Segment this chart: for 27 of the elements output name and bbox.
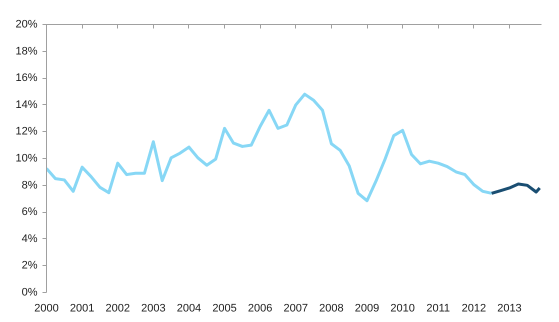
line-series: [46, 92, 494, 202]
x-tick-label: 2013: [497, 302, 522, 314]
x-tick-label: 2010: [390, 302, 415, 314]
y-tick-label: 0%: [22, 286, 38, 298]
y-tick-label: 4%: [22, 232, 38, 245]
x-tick-label: 2007: [284, 302, 308, 314]
x-tick-label: 2012: [462, 302, 486, 314]
x-tick-label: 2000: [34, 302, 59, 314]
x-tick-label: 2006: [248, 302, 272, 314]
y-tick-label: 20%: [15, 18, 38, 30]
y-tick-label: 12%: [15, 126, 38, 138]
y-tick-label: 6%: [22, 206, 38, 218]
x-tick-label: 2001: [70, 302, 94, 314]
x-tick-label: 2009: [354, 302, 380, 314]
y-tick-label: 18%: [15, 45, 38, 58]
y-tick-label: 2%: [22, 260, 38, 272]
x-tick-label: 2008: [319, 302, 344, 314]
x-tick-label: 2002: [105, 302, 130, 314]
y-tick-label: 10%: [15, 152, 38, 164]
y-tick-label: 8%: [22, 179, 38, 192]
x-tick-label: 2005: [212, 302, 237, 314]
x-tick-label: 2011: [426, 302, 450, 314]
y-tick-label: 14%: [15, 98, 38, 111]
x-tick-label: 2004: [176, 302, 202, 314]
y-tick-label: 16%: [15, 72, 38, 84]
line-series: [490, 182, 542, 195]
x-tick-label: 2003: [141, 302, 166, 314]
